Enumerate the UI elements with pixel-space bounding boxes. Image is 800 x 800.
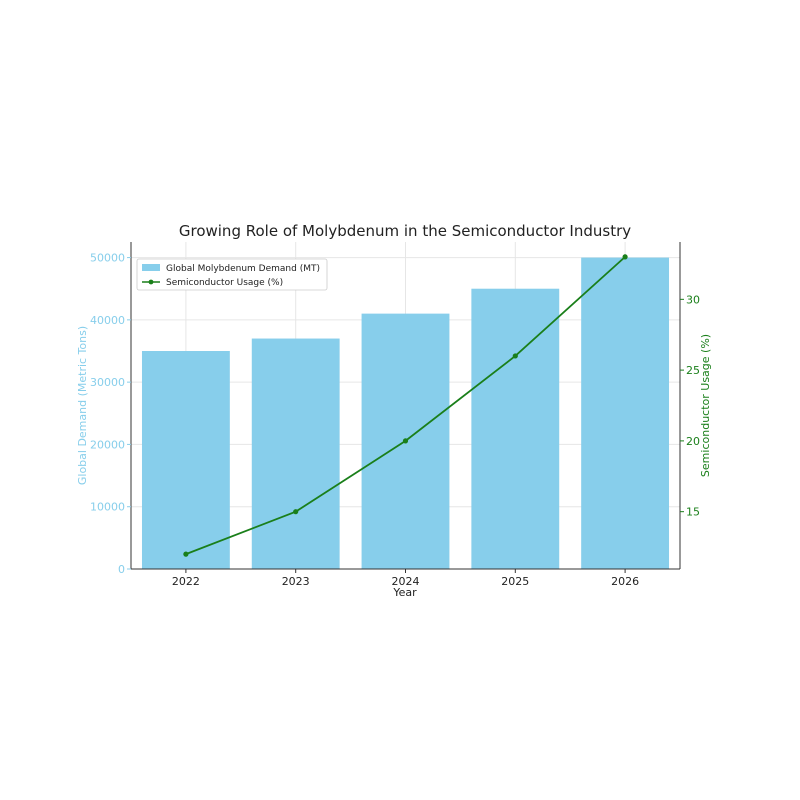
y-left-tick-label-20000: 20000	[90, 438, 125, 451]
y-left-tick-label-40000: 40000	[90, 314, 125, 327]
usage-point-2024	[402, 438, 409, 444]
y-left-tick-label-50000: 50000	[90, 252, 125, 265]
chart-title: Growing Role of Molybdenum in the Semico…	[179, 222, 631, 240]
legend-line-label: Semiconductor Usage (%)	[166, 278, 283, 288]
y-left-tick-label-10000: 10000	[90, 501, 125, 514]
y-right-axis-label: Semiconductor Usage (%)	[699, 334, 712, 477]
y-left-tick-label-30000: 30000	[90, 376, 125, 389]
x-tick-label-2024: 2024	[392, 575, 420, 588]
legend-bar-label: Global Molybdenum Demand (MT)	[166, 264, 320, 274]
y-left-tick-label-0: 0	[118, 563, 125, 576]
legend-bar-swatch	[142, 264, 160, 271]
y-right-tick-label-15: 15	[686, 506, 700, 519]
x-tick-label-2022: 2022	[172, 575, 200, 588]
bar-2026	[581, 257, 670, 569]
usage-point-2023	[293, 509, 299, 515]
usage-point-2025	[512, 353, 518, 359]
bar-2025	[471, 288, 560, 569]
legend: Global Molybdenum Demand (MT) Semiconduc…	[136, 258, 328, 291]
bars	[141, 257, 670, 569]
y-left-axis-label: Global Demand (Metric Tons)	[76, 326, 89, 485]
x-axis-label: Year	[392, 586, 417, 599]
legend-frame	[136, 258, 328, 291]
y-right-tick-label-30: 30	[686, 293, 700, 306]
x-tick-label-2023: 2023	[282, 575, 310, 588]
x-tick-label-2026: 2026	[611, 575, 639, 588]
x-tick-label-2025: 2025	[501, 575, 529, 588]
legend-line-marker	[148, 279, 154, 285]
axes: 2022 2023 2024 2025 202601000020000300004000…	[90, 242, 700, 588]
usage-point-2026	[622, 254, 628, 260]
bar-2022	[141, 351, 230, 569]
y-right-tick-label-20: 20	[686, 435, 700, 448]
usage-point-2022	[183, 551, 189, 557]
bar-2023	[251, 338, 340, 569]
y-right-tick-label-25: 25	[686, 364, 700, 377]
usage-line	[183, 254, 628, 557]
